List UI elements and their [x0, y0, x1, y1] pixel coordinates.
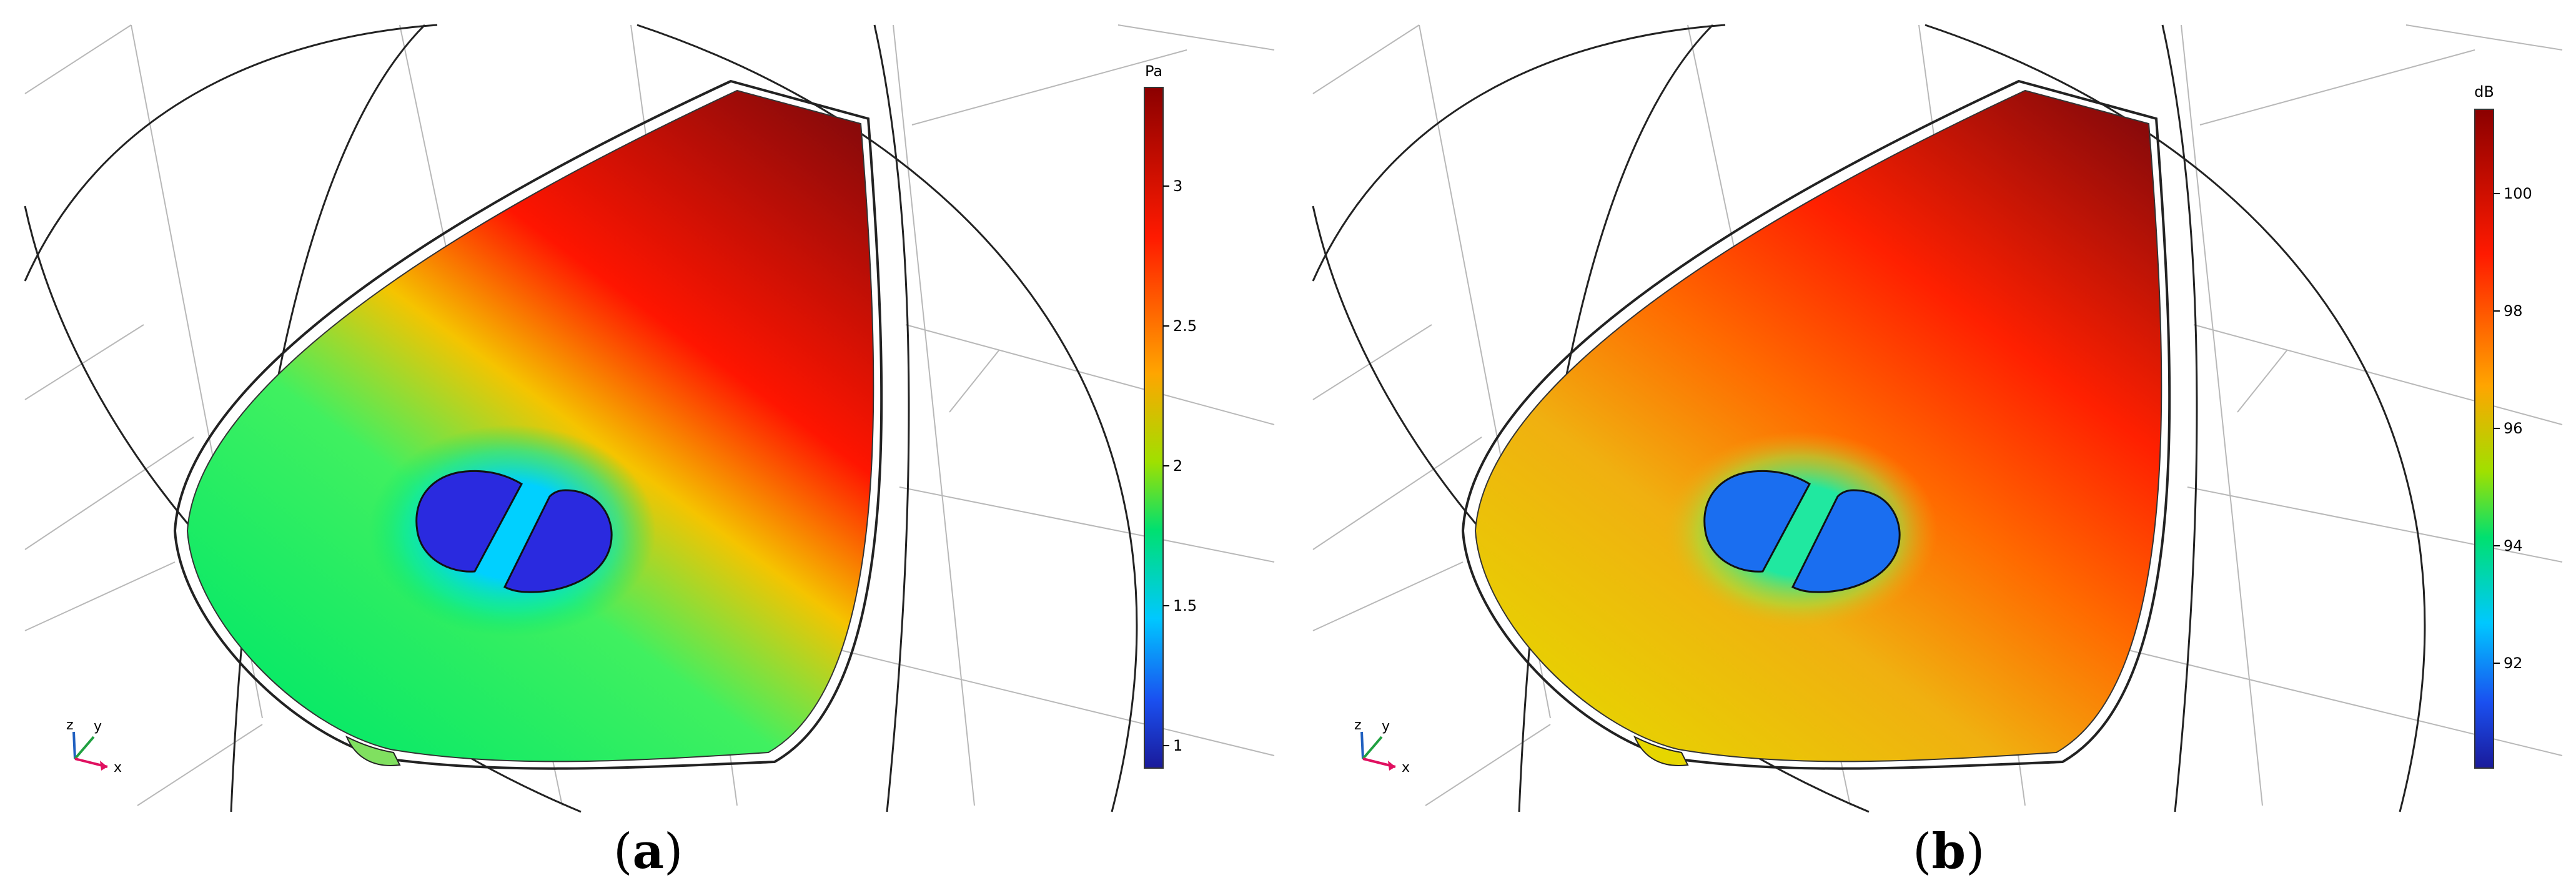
bottom-lobe: [1633, 735, 1689, 766]
colorbar-tick: 2.5: [1173, 317, 1197, 335]
z-axis-label: z: [1354, 718, 1362, 733]
caption-b: (b): [1913, 823, 1985, 880]
simulation-scene-b: dB 100 98 96 94 92 z y x: [1312, 24, 2563, 813]
y-axis-label: y: [94, 719, 102, 734]
y-axis-arrow: [74, 736, 95, 760]
colorbar-tick: 98: [2504, 302, 2523, 320]
x-axis-label: x: [114, 760, 122, 776]
z-axis-arrow: [1360, 731, 1364, 759]
bottom-lobe: [345, 735, 401, 766]
colorbar-unit: dB: [2474, 83, 2494, 101]
hole-left: [1703, 470, 1811, 573]
z-axis-arrow: [72, 731, 76, 759]
hole-left: [415, 470, 523, 573]
hole-right: [503, 489, 613, 593]
colorbar-unit: Pa: [1145, 62, 1162, 80]
colorbar-ticks: 3 2.5 2 1.5 1: [1163, 177, 1197, 754]
panel-b: dB 100 98 96 94 92 z y x (b): [1288, 0, 2576, 888]
field-halo: [369, 425, 656, 637]
y-axis-label: y: [1382, 719, 1390, 734]
colorbar: [2474, 109, 2494, 769]
axis-triad: z y x: [66, 718, 122, 776]
colorbar-tick: 2: [1173, 457, 1182, 475]
caption-letter: a: [632, 823, 664, 880]
colorbar-tick: 3: [1173, 177, 1182, 195]
x-axis-label: x: [1402, 760, 1410, 776]
colorbar-tick: 92: [2504, 654, 2523, 672]
axis-triad: z y x: [1354, 718, 1410, 776]
colorbar-tick: 96: [2504, 420, 2523, 437]
colorbar-tick: 100: [2504, 185, 2532, 202]
colorbar-tick: 94: [2504, 537, 2523, 555]
colorbar: [1144, 87, 1164, 769]
simulation-scene-a: Pa 3 2.5 2 1.5 1 z y x: [24, 24, 1275, 813]
colorbar-tick: 1.5: [1173, 597, 1197, 614]
caption-a: (a): [613, 823, 683, 880]
hole-right: [1791, 489, 1901, 593]
z-axis-label: z: [66, 718, 74, 733]
spl-field: [1474, 89, 2162, 762]
colorbar-ticks: 100 98 96 94 92: [2494, 185, 2532, 672]
panel-a: Pa 3 2.5 2 1.5 1 z y x (a): [24, 24, 1275, 880]
y-axis-arrow: [1362, 736, 1383, 760]
caption-letter: b: [1931, 823, 1966, 880]
colorbar-tick: 1: [1173, 737, 1182, 754]
